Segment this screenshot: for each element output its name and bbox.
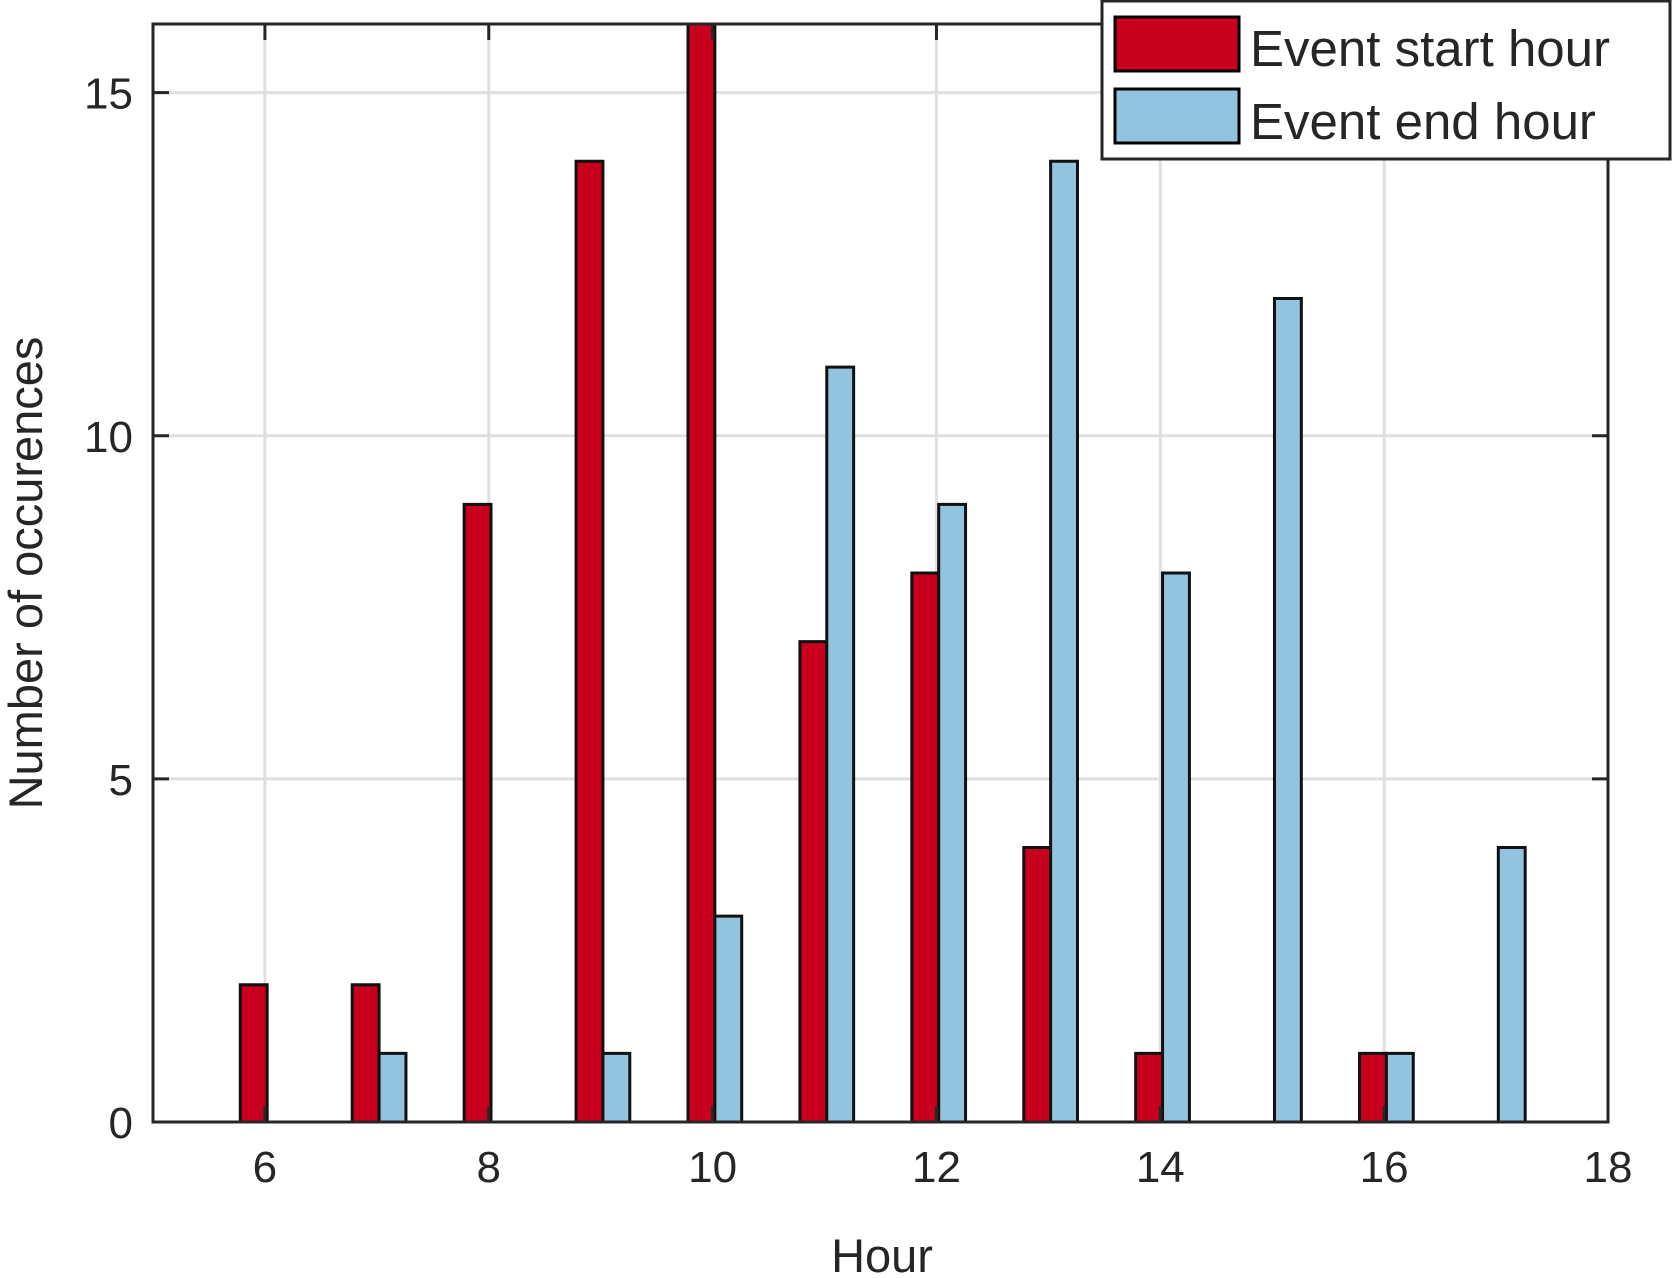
bar-event-end-hour: [713, 914, 744, 1124]
y-axis-label: Number of occurences: [0, 337, 52, 810]
plot-area-frame: [151, 22, 1610, 1124]
legend-swatch-event-start-hour: [1113, 15, 1241, 73]
legend-label-event-start-hour: Event start hour: [1250, 20, 1610, 77]
bar-event-end-hour: [1496, 846, 1527, 1124]
bar-event-end-hour: [1384, 1051, 1415, 1124]
y-tick-label: 5: [109, 756, 133, 805]
bar-event-start-hour: [1358, 1051, 1388, 1124]
bar-event-end-hour: [1049, 159, 1079, 1124]
bar-event-start-hour: [686, 22, 717, 1124]
bar-event-start-hour: [350, 983, 381, 1124]
bar-event-end-hour: [1161, 571, 1191, 1124]
x-tick-label: 18: [1584, 1143, 1633, 1192]
bar-event-end-hour: [937, 502, 968, 1124]
x-tick-label: 14: [1136, 1143, 1185, 1192]
bar-event-start-hour: [574, 159, 605, 1124]
bar-event-end-hour: [377, 1051, 408, 1124]
bar-event-end-hour: [1272, 297, 1303, 1124]
legend-swatch-event-end-hour: [1113, 87, 1241, 145]
y-tick-labels: 0 5 10 15: [84, 70, 133, 1148]
x-tick-label: 8: [477, 1143, 501, 1192]
bar-event-start-hour: [798, 640, 829, 1124]
bar-event-end-hour: [601, 1051, 632, 1124]
bar-event-start-hour: [1022, 846, 1053, 1124]
bar-event-end-hour: [825, 365, 856, 1124]
bar-event-start-hour: [910, 571, 941, 1124]
grid-lines: [153, 24, 1608, 1122]
y-tick-label: 10: [84, 413, 133, 462]
x-tick-label: 6: [253, 1143, 277, 1192]
x-tick-label: 16: [1360, 1143, 1409, 1192]
legend-label-event-end-hour: Event end hour: [1250, 93, 1596, 150]
x-tick-label: 12: [912, 1143, 961, 1192]
axis-ticks: [153, 24, 1610, 1124]
bars: [238, 22, 1527, 1124]
bar-event-start-hour: [1134, 1051, 1165, 1124]
bar-event-start-hour: [462, 502, 493, 1124]
legend: Event start hour Event end hour: [1100, 0, 1672, 161]
x-axis-label: Hour: [831, 1229, 933, 1278]
bar-event-start-hour: [238, 983, 269, 1124]
y-tick-label: 0: [109, 1099, 133, 1148]
x-tick-labels: 6 8 10 12 14 16 18: [253, 1143, 1633, 1192]
y-tick-label: 15: [84, 70, 133, 119]
x-tick-label: 10: [688, 1143, 737, 1192]
